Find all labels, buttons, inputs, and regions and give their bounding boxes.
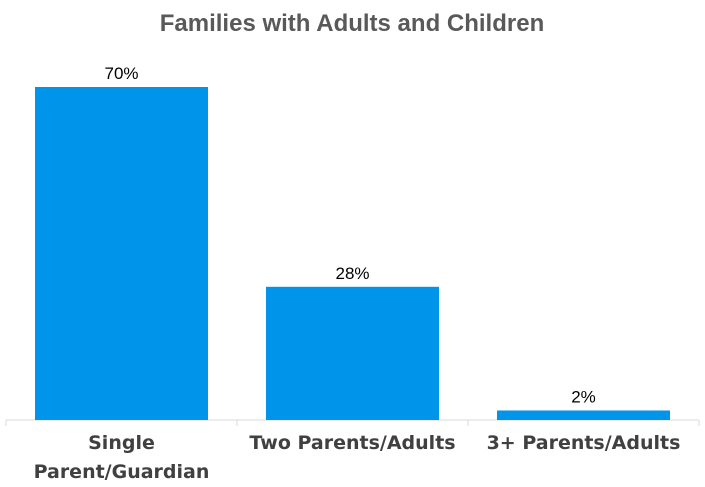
bar — [497, 410, 670, 420]
bar — [266, 286, 439, 420]
data-label: 2% — [571, 387, 596, 406]
data-label: 70% — [104, 64, 138, 83]
category-label: Two Parents/Adults — [249, 432, 455, 454]
bars — [35, 87, 670, 420]
category-labels: Single Parent/Guardian Two Parents/Adults 3… — [34, 432, 681, 483]
category-label: Single Parent/Guardian — [34, 432, 210, 483]
bar — [35, 87, 208, 420]
category-label: 3+ Parents/Adults — [487, 432, 681, 454]
x-axis-ticks — [5, 420, 700, 426]
chart-title: Families with Adults and Children — [160, 10, 544, 37]
data-labels: 70% 28% 2% — [104, 64, 595, 406]
data-label: 28% — [335, 264, 369, 283]
